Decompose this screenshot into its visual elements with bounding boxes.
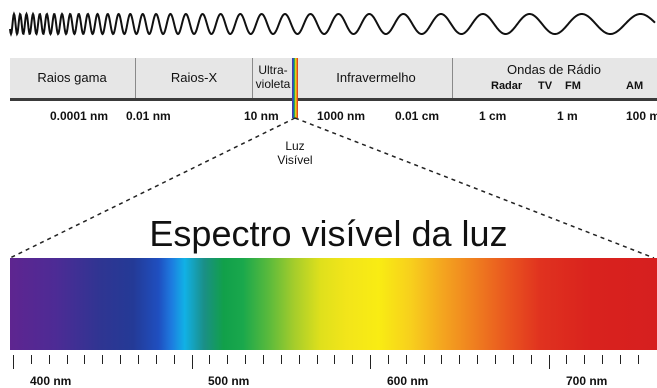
scale-label-0: 0.0001 nm: [50, 109, 109, 123]
minor-tick: [280, 355, 282, 364]
minor-tick: [405, 355, 407, 364]
minor-tick: [209, 355, 211, 364]
radio-fm: FM: [565, 80, 581, 92]
zoom-line-right: [294, 117, 655, 259]
scale-label-4: 0.01 cm: [395, 109, 440, 123]
major-tick: [548, 355, 550, 369]
ultraviolet-line1: Ultra-: [258, 63, 288, 77]
scale-label-5: 1 cm: [479, 109, 507, 123]
minor-tick: [120, 355, 122, 364]
minor-tick: [637, 355, 639, 364]
minor-tick: [352, 355, 354, 364]
radio-am: AM: [626, 80, 644, 92]
wavelength-wave: [9, 11, 656, 37]
minor-tick: [530, 355, 532, 364]
spectrum-band: Raios gama Raios-X Ultra- violeta Infrav…: [10, 58, 657, 101]
minor-tick: [512, 355, 514, 364]
nm-label-600: 600 nm: [387, 374, 429, 388]
minor-tick: [566, 355, 568, 364]
visible-light-line2: Visível: [277, 153, 313, 167]
minor-tick: [459, 355, 461, 364]
minor-tick: [441, 355, 443, 364]
divider-gamma-xray: [135, 58, 136, 98]
nm-label-700: 700 nm: [566, 374, 608, 388]
visible-light-strip: [292, 58, 298, 118]
radio-radar: Radar: [491, 80, 523, 92]
scale-label-7: 100 m: [626, 109, 657, 123]
minor-tick: [84, 355, 86, 364]
zoom-line-left: [9, 117, 296, 259]
minor-tick: [387, 355, 389, 364]
nm-label-400: 400 nm: [30, 374, 72, 388]
ultraviolet-line2: violeta: [255, 77, 291, 91]
major-tick: [191, 355, 193, 369]
minor-tick: [245, 355, 247, 364]
minor-tick: [334, 355, 336, 364]
divider-ir-radio: [452, 58, 453, 98]
visible-light-line1: Luz: [285, 139, 305, 153]
minor-tick: [48, 355, 50, 364]
minor-tick: [138, 355, 139, 364]
minor-tick: [66, 355, 68, 364]
minor-tick: [619, 355, 621, 364]
visible-light-label: Luz Visível: [270, 139, 320, 167]
minor-tick: [423, 355, 425, 364]
minor-tick: [173, 355, 175, 364]
major-tick: [13, 355, 14, 369]
minor-tick: [584, 355, 586, 364]
scale-label-2: 10 nm: [244, 109, 279, 123]
minor-tick: [477, 355, 479, 364]
scale-label-1: 0.01 nm: [126, 109, 171, 123]
major-tick: [370, 355, 371, 369]
diagram-title: Espectro visível da luz: [149, 213, 508, 254]
nm-label-500: 500 nm: [208, 374, 250, 388]
minor-tick: [155, 355, 157, 364]
radio-tv: TV: [538, 80, 553, 92]
minor-tick: [316, 355, 318, 364]
divider-xray-uv: [252, 58, 253, 98]
scale-label-3: 1000 nm: [317, 109, 366, 123]
minor-tick: [262, 355, 264, 364]
region-gamma: Raios gama: [37, 70, 107, 85]
minor-tick: [102, 355, 104, 364]
minor-tick: [495, 355, 496, 364]
region-infrared: Infravermelho: [336, 70, 416, 85]
scale-label-6: 1 m: [557, 109, 578, 123]
minor-tick: [602, 355, 604, 364]
minor-tick: [30, 355, 32, 364]
region-radio: Ondas de Rádio: [507, 62, 601, 77]
region-xray: Raios-X: [170, 70, 218, 85]
minor-tick: [227, 355, 229, 364]
visible-spectrum-bar: [10, 258, 657, 350]
region-ultraviolet: Ultra- violeta: [253, 58, 293, 98]
minor-tick: [298, 355, 300, 364]
